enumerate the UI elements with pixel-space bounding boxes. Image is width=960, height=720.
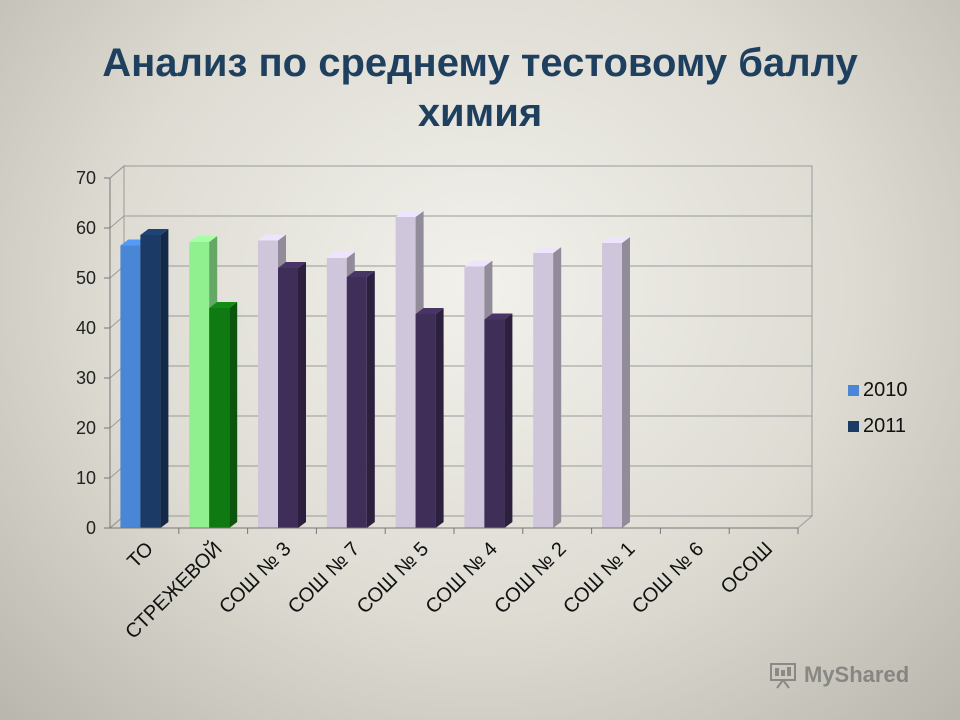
bar-side — [435, 308, 444, 528]
bar-top — [346, 271, 375, 277]
bar-side — [160, 229, 169, 528]
y-tick-label: 10 — [76, 468, 96, 488]
y-axis: 0 10 20 30 40 50 60 70 — [76, 168, 111, 538]
y-tick-label: 40 — [76, 318, 96, 338]
x-tick-label: СОШ № 7 — [284, 538, 364, 618]
bar-side — [366, 271, 375, 528]
bars — [120, 211, 630, 528]
bar-top — [415, 308, 444, 314]
bar-top — [189, 236, 218, 242]
legend-label: 2011 — [863, 415, 906, 437]
bar-side — [553, 247, 562, 528]
x-tick-label: СОШ № 6 — [628, 538, 708, 618]
bar-top — [140, 229, 169, 235]
bar-side — [504, 313, 513, 528]
bar-top — [395, 211, 424, 217]
y-tick-label: 0 — [86, 518, 96, 538]
bar-СОШ № 2-2010 — [533, 247, 562, 528]
legend-item-2011: 2011 — [848, 415, 906, 437]
bar-front — [278, 268, 298, 528]
presentation-icon — [770, 663, 796, 689]
chart-title: Анализ по среднему тестовому баллу химия — [0, 38, 960, 138]
bar-СТРЕЖЕВОЙ-2011 — [209, 302, 238, 528]
legend-swatch — [848, 385, 859, 396]
legend-item-2010: 2010 — [848, 379, 908, 401]
x-tick-label: ТО — [123, 538, 158, 573]
bar-top — [278, 262, 306, 268]
bar-side — [229, 302, 238, 528]
gridline-side — [109, 165, 125, 179]
watermark-text: MyShared — [804, 662, 910, 687]
y-tick-label: 20 — [76, 418, 96, 438]
y-tick-label: 30 — [76, 368, 96, 388]
legend-label: 2010 — [863, 379, 908, 401]
bar-side — [298, 262, 306, 528]
x-tick-label: СОШ № 1 — [559, 538, 639, 618]
x-tick-label: ОСОШ — [717, 538, 777, 598]
bar-front — [326, 258, 347, 528]
bar-top — [326, 252, 355, 258]
bar-top — [602, 237, 630, 243]
bar-СОШ № 4-2011 — [484, 313, 513, 528]
bar-top — [258, 234, 286, 241]
chart-title-line-1: Анализ по среднему тестовому баллу — [102, 41, 858, 85]
bar-СОШ № 1-2010 — [602, 237, 630, 528]
bar-top — [484, 313, 513, 320]
bar-front — [464, 266, 485, 528]
bar-front — [209, 308, 230, 528]
y-tick-label: 60 — [76, 218, 96, 238]
x-tick-label: СОШ № 3 — [215, 538, 295, 618]
bar-front — [346, 277, 367, 528]
x-tick-label: СОШ № 5 — [353, 538, 433, 618]
bar-top — [209, 302, 238, 308]
watermark: MyShared — [768, 658, 938, 692]
bar-front — [415, 314, 436, 528]
legend-swatch — [848, 421, 859, 432]
y-tick-label: 50 — [76, 268, 96, 288]
y-tick-label: 70 — [76, 168, 96, 188]
bar-front — [140, 235, 161, 528]
bar-СОШ № 3-2011 — [278, 262, 306, 528]
x-tick-label: СОШ № 2 — [490, 538, 570, 618]
bar-top — [533, 247, 562, 253]
bar-front — [120, 245, 141, 528]
bar-ТО-2011 — [140, 229, 169, 528]
chart-title-line-2: химия — [417, 91, 543, 135]
bar-front — [484, 319, 505, 528]
bar-front — [395, 217, 416, 528]
x-tick-label: СОШ № 4 — [422, 538, 502, 618]
bar-СОШ № 5-2011 — [415, 308, 444, 528]
bar-side — [622, 237, 630, 528]
gridline-side — [109, 215, 125, 229]
bar-front — [602, 243, 622, 528]
legend: 2010 2011 — [848, 379, 908, 437]
bar-top — [464, 260, 493, 267]
bar-front — [189, 242, 210, 528]
bar-front — [533, 253, 554, 528]
bar-СОШ № 7-2011 — [346, 271, 375, 528]
bar-front — [258, 240, 278, 528]
